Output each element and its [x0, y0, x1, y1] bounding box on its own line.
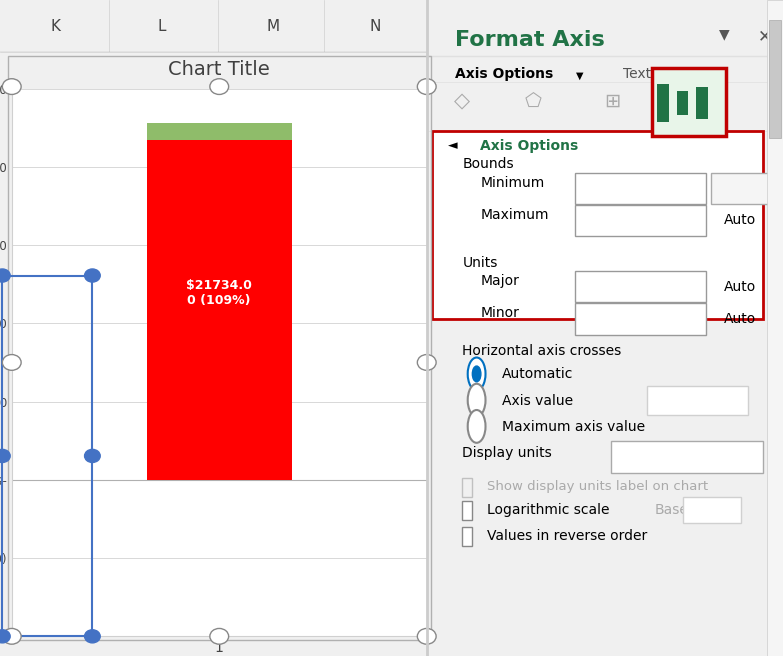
- Text: Show display units label on chart: Show display units label on chart: [487, 480, 709, 493]
- Text: ◄: ◄: [448, 139, 458, 152]
- Text: 10: 10: [703, 503, 720, 516]
- Text: Text Options: Text Options: [622, 67, 709, 81]
- Bar: [146, 123, 292, 140]
- Text: ▲: ▲: [771, 3, 779, 13]
- Text: Maximum axis value: Maximum axis value: [502, 420, 644, 434]
- Text: None: None: [633, 451, 668, 464]
- Text: $21734.0
0 (109%): $21734.0 0 (109%): [186, 279, 252, 307]
- Circle shape: [467, 358, 485, 390]
- Circle shape: [472, 366, 481, 382]
- FancyBboxPatch shape: [576, 173, 705, 204]
- Text: Maximum: Maximum: [480, 208, 549, 222]
- Text: ◇: ◇: [454, 92, 471, 112]
- Text: N: N: [370, 19, 381, 33]
- FancyBboxPatch shape: [576, 205, 705, 236]
- Text: Minor: Minor: [480, 306, 519, 320]
- FancyBboxPatch shape: [677, 91, 688, 115]
- Bar: [146, 140, 292, 480]
- Circle shape: [467, 410, 485, 443]
- Text: ▼: ▼: [576, 71, 584, 81]
- Text: K: K: [50, 19, 60, 33]
- Text: ▼: ▼: [719, 28, 730, 41]
- Circle shape: [467, 384, 485, 417]
- FancyBboxPatch shape: [611, 441, 763, 473]
- Text: Axis value: Axis value: [502, 394, 572, 407]
- Text: Minimum: Minimum: [480, 176, 544, 190]
- FancyBboxPatch shape: [462, 501, 472, 520]
- Text: Display units: Display units: [463, 446, 552, 460]
- Text: ✕: ✕: [758, 28, 772, 45]
- Text: Automatic: Automatic: [502, 367, 573, 381]
- Text: Horizontal axis crosses: Horizontal axis crosses: [463, 344, 622, 358]
- FancyBboxPatch shape: [683, 497, 741, 523]
- Text: Auto: Auto: [724, 279, 756, 294]
- FancyBboxPatch shape: [651, 68, 726, 136]
- Text: M: M: [266, 19, 280, 33]
- FancyBboxPatch shape: [462, 478, 472, 497]
- Text: ▲: ▲: [684, 146, 693, 156]
- Text: 5000.0: 5000.0: [585, 280, 631, 293]
- Text: 0.0: 0.0: [659, 394, 679, 407]
- Text: Auto: Auto: [724, 213, 756, 228]
- FancyBboxPatch shape: [767, 0, 783, 656]
- FancyBboxPatch shape: [462, 527, 472, 546]
- Text: 1000.0: 1000.0: [585, 312, 631, 325]
- Text: ⊞: ⊞: [604, 92, 620, 111]
- FancyBboxPatch shape: [432, 131, 763, 319]
- Text: Units: Units: [463, 256, 498, 270]
- Text: Format Axis: Format Axis: [455, 30, 605, 49]
- Text: 25000.0: 25000.0: [585, 214, 640, 227]
- Text: Logarithmic scale: Logarithmic scale: [487, 502, 610, 517]
- Text: Values in reverse order: Values in reverse order: [487, 529, 648, 543]
- FancyBboxPatch shape: [711, 173, 770, 204]
- Text: L: L: [158, 19, 167, 33]
- Text: Major: Major: [480, 274, 519, 288]
- FancyBboxPatch shape: [769, 20, 781, 138]
- Text: ▼: ▼: [744, 452, 752, 462]
- Text: Reset: Reset: [723, 182, 758, 195]
- Title: Chart Title: Chart Title: [168, 60, 270, 79]
- Text: Auto: Auto: [724, 312, 756, 326]
- Text: -10000.0: -10000.0: [585, 182, 644, 195]
- Text: Bounds: Bounds: [463, 157, 514, 171]
- Text: Base: Base: [655, 502, 688, 517]
- FancyBboxPatch shape: [696, 87, 708, 119]
- FancyBboxPatch shape: [657, 84, 669, 122]
- Text: Axis Options: Axis Options: [480, 139, 579, 153]
- FancyBboxPatch shape: [576, 303, 705, 335]
- FancyBboxPatch shape: [576, 271, 705, 302]
- FancyBboxPatch shape: [647, 386, 749, 415]
- Text: ⬠: ⬠: [525, 92, 542, 111]
- Text: Axis Options: Axis Options: [455, 67, 554, 81]
